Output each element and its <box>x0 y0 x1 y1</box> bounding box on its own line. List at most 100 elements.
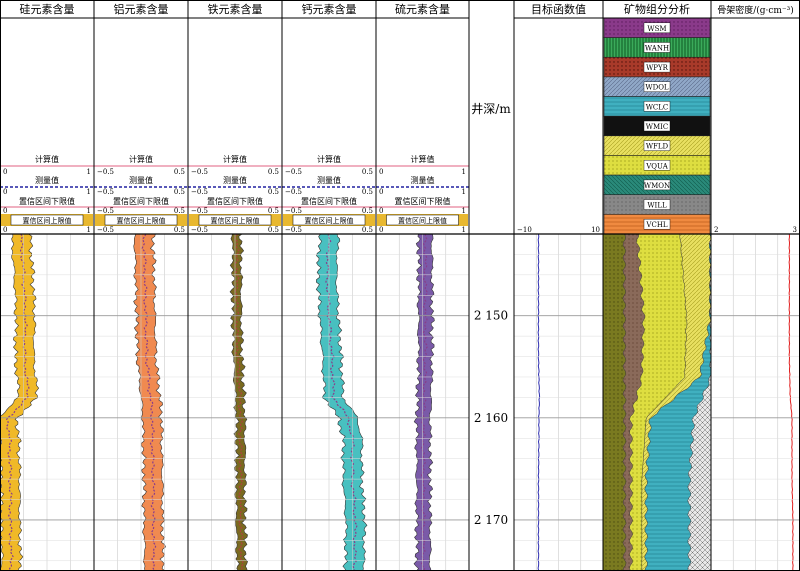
legend-max-0: 1 <box>87 168 91 176</box>
legend-min-3: −0.5 <box>285 168 302 176</box>
mineral-code-wdol: WDOL <box>645 84 669 92</box>
confidence-band-0 <box>0 233 40 571</box>
legend-max3-0: 1 <box>87 207 91 215</box>
mineral-label-box <box>643 199 671 210</box>
legend-min-1: −0.5 <box>97 168 114 176</box>
legend-max2-0: 1 <box>87 188 91 196</box>
mineral-code-wanh: WANH <box>645 44 669 52</box>
legend-max4-0: 1 <box>87 226 91 234</box>
legend-min4-3: −0.5 <box>285 226 302 234</box>
legend-max2-4: 1 <box>462 188 466 196</box>
confidence-band-1 <box>133 233 166 571</box>
objective-curve <box>537 233 541 571</box>
mineral-label-box <box>643 81 671 92</box>
legend-calc-label: 计算值 <box>411 154 435 164</box>
mineral-code-wmon: WMON <box>644 182 670 190</box>
mineral-code-wfld: WFLD <box>646 143 669 151</box>
legend-min-0: 0 <box>3 168 7 176</box>
track-title-3: 钙元素含量 <box>302 2 357 16</box>
legend-min3-0: 0 <box>3 207 7 215</box>
measured-curve-2 <box>234 233 244 571</box>
mineral-code-wsm: WSM <box>647 25 666 33</box>
legend-max2-3: 0.5 <box>362 188 373 196</box>
legend-max2-2: 0.5 <box>268 188 279 196</box>
legend-max-1: 0.5 <box>174 168 185 176</box>
legend-min4-1: −0.5 <box>97 226 114 234</box>
legend-max4-4: 1 <box>462 226 466 234</box>
mineral-label-box <box>643 120 671 132</box>
legend-upper-label: 置信区间上限值 <box>398 216 447 225</box>
mineral-label-box <box>643 101 671 112</box>
legend-min-4: 0 <box>379 168 383 176</box>
legend-upper-box <box>104 214 178 226</box>
mineral-fraction-wmon <box>602 233 627 571</box>
track-title-1: 铝元素含量 <box>114 2 169 16</box>
legend-min3-2: −0.5 <box>191 207 208 215</box>
density-min: 2 <box>714 226 718 234</box>
legend-max4-1: 0.5 <box>174 226 185 234</box>
mineral-label-box <box>643 22 671 34</box>
legend-max3-3: 0.5 <box>362 207 373 215</box>
mineral-label-box <box>643 61 671 73</box>
legend-min2-3: −0.5 <box>285 188 302 196</box>
legend-max2-1: 0.5 <box>174 188 185 196</box>
legend-calc-label: 计算值 <box>317 154 341 164</box>
legend-calc-label: 计算值 <box>129 154 153 164</box>
legend-upper-box <box>198 214 272 226</box>
mineral-code-will: WILL <box>647 202 667 210</box>
legend-lower-label: 置信区间下限值 <box>301 196 357 206</box>
mineral-label-box <box>643 42 671 53</box>
legend-upper-label: 置信区间上限值 <box>117 216 166 225</box>
depth-tick-0: 2 150 <box>474 309 508 323</box>
legend-min4-2: −0.5 <box>191 226 208 234</box>
legend-min2-1: −0.5 <box>97 188 114 196</box>
legend-lower-label: 置信区间下限值 <box>207 196 263 206</box>
depth-tick-1: 2 160 <box>474 411 508 425</box>
legend-min2-2: −0.5 <box>191 188 208 196</box>
mineral-code-wclc: WCLC <box>646 103 669 111</box>
mineral-code-wmic: WMIC <box>646 123 668 131</box>
measured-curve-0 <box>5 233 30 571</box>
objective-max: 10 <box>591 226 600 234</box>
legend-max4-3: 0.5 <box>362 226 373 234</box>
legend-min4-4: 0 <box>379 226 383 234</box>
legend-calc-label: 计算值 <box>35 154 59 164</box>
track-title-2: 铁元素含量 <box>208 2 263 16</box>
track-title-0: 硅元素含量 <box>20 2 75 16</box>
objective-title: 目标函数值 <box>531 2 586 16</box>
mineral-code-vchl: VCHL <box>645 221 668 229</box>
confidence-band-2 <box>229 233 248 571</box>
density-title: 骨架密度/(g·cm⁻³) <box>717 4 794 16</box>
legend-meas-label: 测量值 <box>129 175 153 185</box>
legend-max3-4: 1 <box>462 207 466 215</box>
legend-meas-label: 测量值 <box>35 175 59 185</box>
measured-curve-1 <box>141 233 157 571</box>
legend-min4-0: 0 <box>3 226 7 234</box>
mineral-code-wpyr: WPYR <box>646 64 669 72</box>
legend-upper-box <box>386 214 459 226</box>
legend-max-4: 1 <box>462 168 466 176</box>
legend-max4-2: 0.5 <box>268 226 279 234</box>
mineral-label-box <box>643 140 671 151</box>
depth-tick-2: 2 170 <box>474 513 508 527</box>
legend-min2-4: 0 <box>379 188 383 196</box>
legend-meas-label: 测量值 <box>223 175 247 185</box>
mineral-label-box <box>643 179 671 191</box>
confidence-band-3 <box>315 233 368 571</box>
legend-min2-0: 0 <box>3 188 7 196</box>
mineral-label-box <box>643 160 671 171</box>
measured-curve-3 <box>325 233 358 571</box>
legend-max3-2: 0.5 <box>268 207 279 215</box>
legend-meas-label: 测量值 <box>411 175 435 185</box>
mineral-code-vqua: VQUA <box>645 162 668 170</box>
legend-upper-label: 置信区间上限值 <box>211 216 260 225</box>
legend-meas-label: 测量值 <box>317 175 341 185</box>
legend-min3-1: −0.5 <box>97 207 114 215</box>
mineral-label-box <box>643 218 671 230</box>
legend-min3-3: −0.5 <box>285 207 302 215</box>
mineral-title: 矿物组分分析 <box>624 2 690 16</box>
density-max: 3 <box>793 226 797 234</box>
legend-lower-label: 置信区间下限值 <box>19 196 75 206</box>
legend-upper-box <box>10 214 84 226</box>
